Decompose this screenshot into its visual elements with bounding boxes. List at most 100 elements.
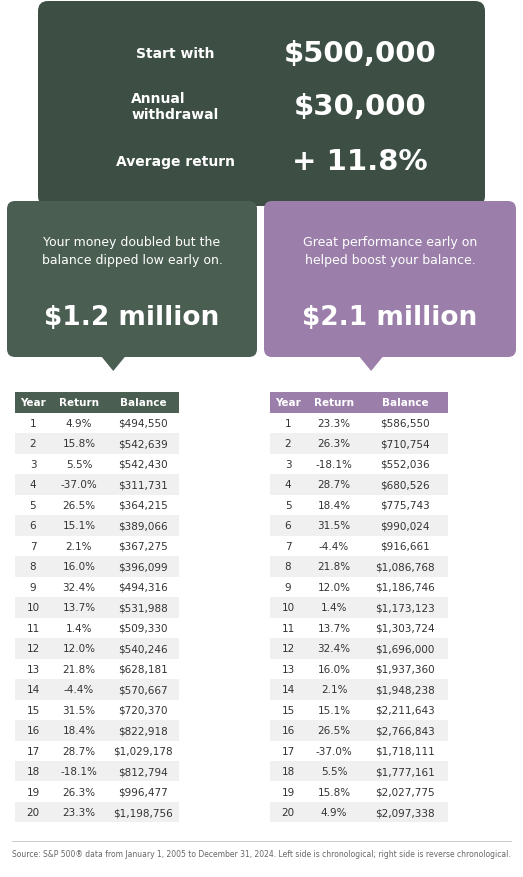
Text: $540,246: $540,246: [118, 644, 168, 653]
Text: 15.1%: 15.1%: [317, 705, 350, 715]
Text: $531,988: $531,988: [118, 602, 168, 612]
Text: $30,000: $30,000: [293, 93, 426, 121]
Polygon shape: [95, 350, 131, 372]
Text: $2.1 million: $2.1 million: [302, 304, 477, 331]
Text: 5.5%: 5.5%: [66, 460, 92, 469]
Text: 9: 9: [285, 582, 291, 592]
Text: 15.8%: 15.8%: [62, 438, 96, 449]
Text: $1,718,111: $1,718,111: [375, 746, 435, 756]
Text: Year: Year: [20, 398, 46, 408]
FancyBboxPatch shape: [15, 802, 179, 823]
Text: 4.9%: 4.9%: [321, 808, 347, 817]
Text: $680,526: $680,526: [380, 480, 430, 489]
Text: 17: 17: [26, 746, 40, 756]
Text: $822,918: $822,918: [118, 725, 168, 736]
Text: 21.8%: 21.8%: [62, 664, 96, 674]
Text: 31.5%: 31.5%: [317, 521, 350, 531]
Text: $2,211,643: $2,211,643: [375, 705, 435, 715]
Text: $812,794: $812,794: [118, 766, 168, 776]
Text: $996,477: $996,477: [118, 787, 168, 797]
FancyBboxPatch shape: [15, 433, 179, 454]
Text: 12.0%: 12.0%: [317, 582, 350, 592]
Text: 8: 8: [30, 561, 36, 572]
Text: 31.5%: 31.5%: [62, 705, 96, 715]
Text: 28.7%: 28.7%: [317, 480, 350, 489]
Text: 3: 3: [30, 460, 36, 469]
Text: 11: 11: [281, 623, 294, 633]
Text: 13.7%: 13.7%: [62, 602, 96, 612]
FancyBboxPatch shape: [270, 679, 448, 700]
Text: $1,029,178: $1,029,178: [113, 746, 173, 756]
Text: 21.8%: 21.8%: [317, 561, 350, 572]
Text: Balance: Balance: [120, 398, 166, 408]
Text: $2,766,843: $2,766,843: [375, 725, 435, 736]
Text: 32.4%: 32.4%: [317, 644, 350, 653]
Text: 12: 12: [26, 644, 40, 653]
Text: -4.4%: -4.4%: [64, 684, 94, 695]
Text: -37.0%: -37.0%: [315, 746, 353, 756]
Text: Return: Return: [59, 398, 99, 408]
Text: 1.4%: 1.4%: [321, 602, 347, 612]
Text: Annual
withdrawal: Annual withdrawal: [131, 92, 219, 122]
Text: 17: 17: [281, 746, 294, 756]
Text: 20: 20: [27, 808, 40, 817]
FancyBboxPatch shape: [270, 802, 448, 823]
Text: 15.1%: 15.1%: [62, 521, 96, 531]
Text: -37.0%: -37.0%: [61, 480, 97, 489]
Text: 2: 2: [30, 438, 36, 449]
Text: 26.5%: 26.5%: [317, 725, 350, 736]
Text: $311,731: $311,731: [118, 480, 168, 489]
Text: $542,639: $542,639: [118, 438, 168, 449]
Text: 2.1%: 2.1%: [321, 684, 347, 695]
Text: 1.4%: 1.4%: [66, 623, 92, 633]
Text: 32.4%: 32.4%: [62, 582, 96, 592]
FancyBboxPatch shape: [15, 597, 179, 617]
Text: 14: 14: [281, 684, 294, 695]
Text: 16.0%: 16.0%: [63, 561, 96, 572]
Text: 26.5%: 26.5%: [62, 500, 96, 510]
Text: $2,027,775: $2,027,775: [375, 787, 435, 797]
Text: Your money doubled but the
balance dipped low early on.: Your money doubled but the balance dippe…: [41, 236, 222, 267]
FancyBboxPatch shape: [264, 202, 516, 358]
Text: 15: 15: [281, 705, 294, 715]
Text: 11: 11: [26, 623, 40, 633]
Text: 7: 7: [30, 541, 36, 551]
Text: 23.3%: 23.3%: [62, 808, 96, 817]
Text: $1.2 million: $1.2 million: [44, 304, 220, 331]
Text: $1,198,756: $1,198,756: [113, 808, 173, 817]
Text: 14: 14: [26, 684, 40, 695]
Text: 5.5%: 5.5%: [321, 766, 347, 776]
FancyBboxPatch shape: [270, 433, 448, 454]
Text: 15: 15: [26, 705, 40, 715]
Text: $1,696,000: $1,696,000: [376, 644, 435, 653]
FancyBboxPatch shape: [15, 638, 179, 659]
Text: 3: 3: [285, 460, 291, 469]
Text: 16: 16: [26, 725, 40, 736]
Text: 28.7%: 28.7%: [62, 746, 96, 756]
Text: 10: 10: [281, 602, 294, 612]
Text: $1,186,746: $1,186,746: [375, 582, 435, 592]
Text: 13.7%: 13.7%: [317, 623, 350, 633]
FancyBboxPatch shape: [15, 679, 179, 700]
FancyBboxPatch shape: [15, 474, 179, 495]
Text: 2.1%: 2.1%: [66, 541, 92, 551]
FancyBboxPatch shape: [270, 516, 448, 536]
Text: 5: 5: [285, 500, 291, 510]
Text: -18.1%: -18.1%: [61, 766, 97, 776]
Text: 12.0%: 12.0%: [63, 644, 96, 653]
Text: 18: 18: [26, 766, 40, 776]
FancyBboxPatch shape: [15, 720, 179, 741]
Text: $509,330: $509,330: [118, 623, 168, 633]
FancyBboxPatch shape: [38, 2, 485, 207]
FancyBboxPatch shape: [270, 720, 448, 741]
Text: 13: 13: [281, 664, 294, 674]
Text: 9: 9: [30, 582, 36, 592]
FancyBboxPatch shape: [15, 393, 179, 413]
Text: -18.1%: -18.1%: [315, 460, 353, 469]
Text: 4: 4: [285, 480, 291, 489]
Text: 2: 2: [285, 438, 291, 449]
Text: 4: 4: [30, 480, 36, 489]
Text: 15.8%: 15.8%: [317, 787, 350, 797]
Text: $628,181: $628,181: [118, 664, 168, 674]
Text: Source: S&P 500® data from January 1, 2005 to December 31, 2024. Left side is ch: Source: S&P 500® data from January 1, 20…: [12, 849, 511, 858]
